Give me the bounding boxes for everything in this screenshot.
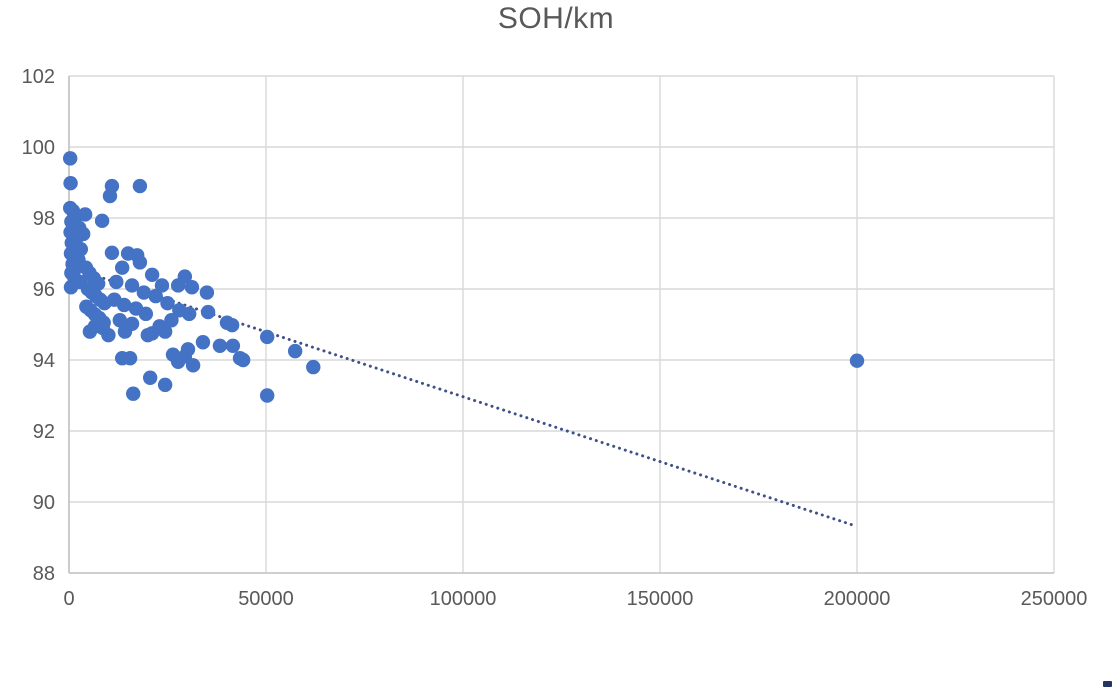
y-axis-tick-label: 100 bbox=[22, 137, 55, 159]
scatter-point bbox=[102, 188, 118, 204]
scatter-point bbox=[160, 296, 175, 311]
scatter-point bbox=[287, 343, 303, 359]
scatter-point bbox=[124, 278, 140, 293]
scatter-point bbox=[259, 388, 275, 403]
scatter-point bbox=[122, 351, 138, 366]
scatter-point bbox=[104, 245, 120, 260]
scatter-point bbox=[82, 324, 98, 339]
scatter-point bbox=[157, 324, 173, 339]
scatter-point bbox=[136, 285, 152, 300]
scatter-point bbox=[180, 342, 196, 357]
x-axis-tick-label: 50000 bbox=[238, 588, 294, 610]
scatter-point bbox=[212, 338, 228, 353]
scatter-point bbox=[306, 359, 321, 375]
scatter-point bbox=[101, 327, 116, 343]
y-axis-tick-label: 92 bbox=[33, 421, 55, 443]
scatter-point bbox=[117, 324, 133, 339]
scatter-point bbox=[144, 326, 160, 341]
scatter-point bbox=[154, 278, 170, 293]
scatter-point bbox=[138, 306, 154, 322]
y-axis-tick-label: 98 bbox=[33, 208, 55, 230]
scatter-point bbox=[116, 297, 132, 313]
scatter-point bbox=[259, 329, 275, 345]
x-axis-tick-label: 200000 bbox=[824, 588, 891, 610]
scatter-point bbox=[142, 370, 158, 385]
scatter-point bbox=[132, 178, 148, 194]
scatter-point bbox=[114, 260, 130, 275]
scatter-point bbox=[224, 318, 240, 333]
scatter-point bbox=[181, 306, 197, 322]
scatter-point bbox=[184, 280, 200, 295]
scatter-point bbox=[148, 288, 163, 304]
scatter-point bbox=[109, 274, 124, 290]
x-axis-tick-label: 250000 bbox=[1021, 588, 1088, 610]
scatter-point bbox=[77, 207, 93, 222]
scatter-point bbox=[144, 267, 160, 282]
x-axis-tick-label: 150000 bbox=[627, 588, 694, 610]
scatter-point bbox=[63, 280, 79, 295]
y-axis-tick-label: 88 bbox=[33, 563, 55, 585]
scatter-point bbox=[63, 176, 78, 191]
scatter-point bbox=[185, 358, 201, 373]
scatter-point bbox=[112, 313, 128, 328]
scatter-point bbox=[62, 151, 78, 166]
x-axis-tick-label: 100000 bbox=[430, 588, 497, 610]
scatter-point bbox=[157, 377, 173, 393]
scatter-point bbox=[170, 278, 186, 293]
scatter-point bbox=[94, 213, 110, 229]
chart-title: SOH/km bbox=[497, 2, 615, 35]
scatter-point bbox=[132, 255, 148, 270]
scatter-point bbox=[235, 352, 251, 368]
y-axis-tick-label: 90 bbox=[33, 492, 55, 514]
scatter-point bbox=[126, 386, 141, 401]
scatter-point bbox=[199, 285, 215, 300]
scatter-point bbox=[849, 353, 865, 368]
trendline-dotted bbox=[67, 265, 857, 528]
y-axis-tick-label: 94 bbox=[33, 350, 55, 372]
scatter-point bbox=[200, 304, 216, 320]
scatter-point bbox=[225, 338, 241, 353]
scatter-point bbox=[195, 335, 211, 350]
corner-artifact bbox=[1103, 681, 1112, 687]
y-axis-tick-label: 96 bbox=[33, 279, 55, 301]
scatter-point bbox=[164, 313, 179, 328]
y-axis-tick-label: 102 bbox=[22, 66, 55, 88]
x-axis-tick-label: 0 bbox=[63, 588, 74, 610]
